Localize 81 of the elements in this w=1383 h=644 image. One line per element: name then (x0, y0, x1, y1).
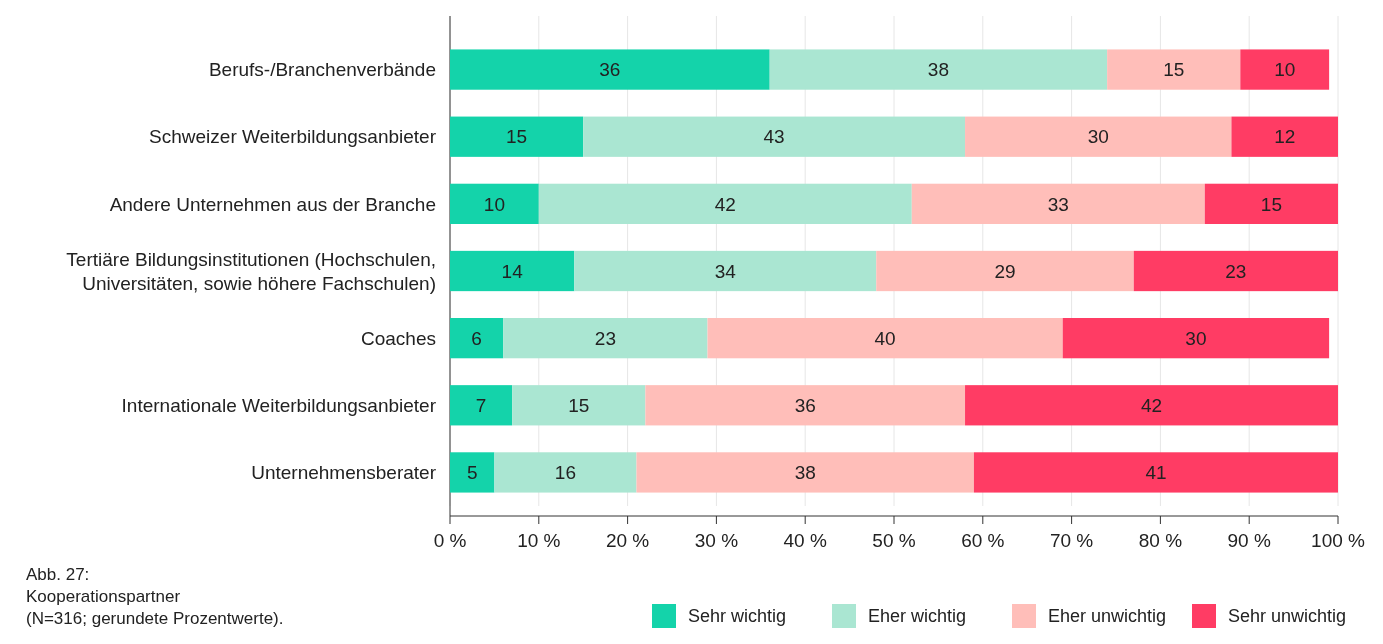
data-label: 30 (1087, 126, 1109, 148)
data-label: 38 (927, 59, 949, 81)
data-label: 42 (714, 193, 736, 215)
bar (1231, 116, 1338, 157)
bar (1133, 250, 1338, 292)
x-tick-label: 30 % (694, 529, 739, 551)
bar (450, 116, 584, 157)
data-label: 34 (714, 260, 737, 282)
bar (450, 318, 504, 359)
x-tick-label: 20 % (605, 529, 650, 551)
x-tick-label: 60 % (961, 529, 1005, 551)
data-label: 41 (1145, 462, 1167, 484)
x-tick-label: 70 % (1049, 529, 1094, 551)
bar (973, 452, 1338, 493)
data-label: 15 (568, 394, 590, 416)
data-label: 7 (475, 394, 487, 416)
y-tick-label: Internationale Weiterbildungsanbieter (121, 394, 437, 416)
data-label: 43 (763, 126, 785, 148)
bar (450, 250, 575, 292)
data-label: 10 (483, 193, 505, 215)
x-tick-label: 40 % (783, 529, 827, 551)
data-label: 14 (501, 260, 524, 282)
data-label: 15 (506, 126, 528, 148)
data-label: 15 (1163, 59, 1185, 81)
legend-label: Sehr wichtig (688, 606, 787, 627)
bar (911, 183, 1205, 224)
bar (450, 49, 770, 90)
caption: Abb. 27: (26, 564, 90, 584)
data-label: 10 (1274, 59, 1296, 81)
bar (965, 385, 1338, 426)
bar (450, 385, 513, 426)
x-tick-label: 80 % (1138, 529, 1183, 551)
text: (N=316; gerundete Prozentwerte). (26, 608, 284, 628)
text: Kooperationspartner (26, 586, 181, 606)
data-label: 40 (874, 327, 896, 349)
data-label: 29 (994, 260, 1016, 282)
bar (450, 452, 495, 493)
data-label: 12 (1274, 126, 1296, 148)
bar (645, 385, 966, 426)
bar (583, 116, 966, 157)
data-label: 42 (1140, 394, 1163, 416)
data-label: 23 (594, 327, 616, 349)
x-tick-label: 0 % (433, 529, 467, 551)
data-label: 23 (1225, 260, 1247, 282)
data-label: 38 (794, 462, 816, 484)
bar (1107, 49, 1241, 90)
x-tick-label: 90 % (1227, 529, 1271, 551)
data-label: 16 (554, 462, 577, 484)
x-tick-label: 100 % (1311, 529, 1366, 551)
bar (1240, 49, 1330, 90)
y-tick-label: Schweizer Weiterbildungsanbieter (149, 126, 437, 148)
legend-label: Eher unwichtig (1048, 606, 1167, 627)
bar (503, 318, 708, 359)
legend-label: Eher wichtig (868, 606, 967, 627)
bar (1204, 183, 1338, 224)
data-label: 33 (1047, 193, 1069, 215)
bar (494, 452, 637, 493)
bar (538, 183, 912, 224)
y-tick-label: Unternehmensberater (251, 462, 437, 484)
bar (707, 318, 1063, 359)
bar (1062, 318, 1330, 359)
bar (769, 49, 1108, 90)
x-tick-label: 10 % (517, 529, 561, 551)
data-label: 15 (1260, 193, 1282, 215)
bar (450, 183, 539, 224)
bar (965, 116, 1232, 157)
bar (512, 385, 646, 426)
bar (636, 452, 974, 493)
bar (876, 250, 1134, 292)
y-tick-label: Coaches (361, 327, 436, 349)
data-label: 6 (471, 327, 482, 349)
y-tick-label: Tertiäre Bildungsinstitutionen (Hochschulen, Universitäten, sowie höhere Fachschulen) (66, 248, 436, 294)
data-label: 5 (466, 462, 478, 484)
bar (574, 250, 877, 292)
data-label: 36 (599, 59, 621, 81)
y-tick-label: Andere Unternehmen aus der Branche (109, 193, 436, 215)
data-label: 30 (1185, 327, 1207, 349)
data-label: 36 (794, 394, 816, 416)
legend-label: Sehr unwichtig (1228, 606, 1347, 627)
y-tick-label: Berufs-/Branchenverbände (208, 59, 436, 81)
x-tick-label: 50 % (872, 529, 916, 551)
